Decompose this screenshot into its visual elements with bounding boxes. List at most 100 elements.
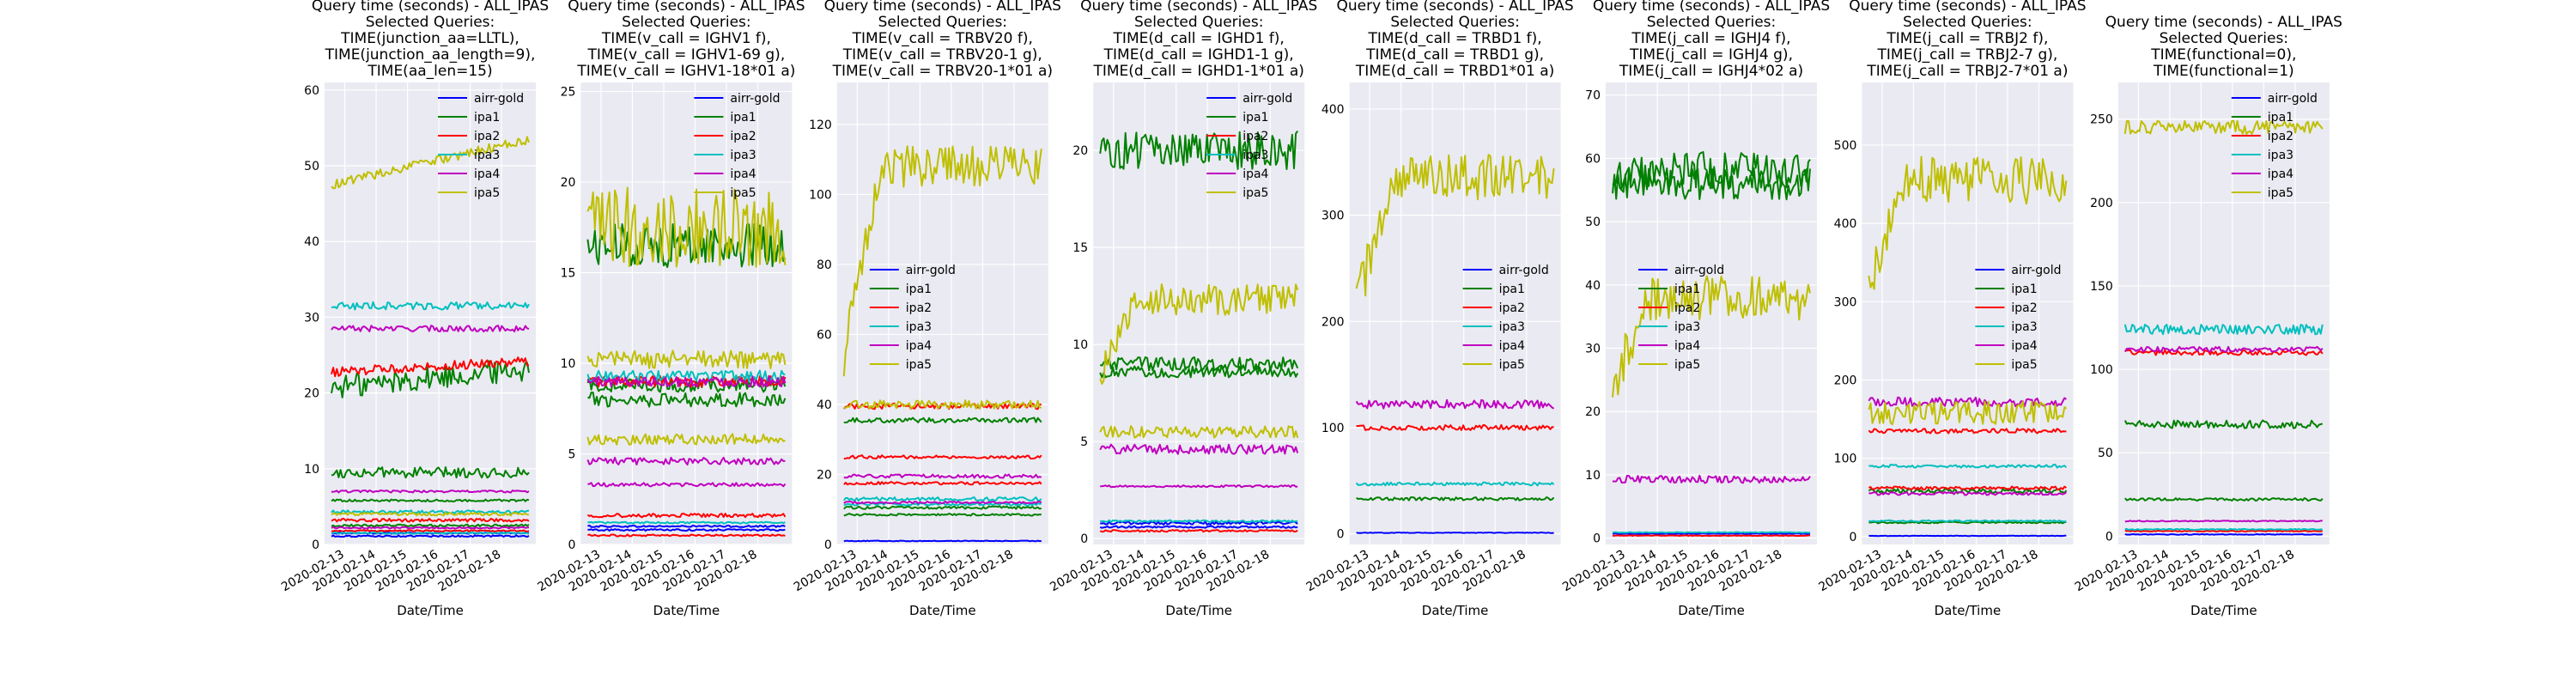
y-tick-label: 60: [304, 84, 319, 98]
legend-label-ipa1: ipa1: [1674, 283, 1700, 296]
series-line-ipa4-1: [331, 325, 530, 333]
legend-label-ipa4: ipa4: [730, 167, 756, 181]
series-line-airr-gold-2: [1099, 525, 1298, 529]
legend-label-ipa5: ipa5: [2011, 358, 2037, 372]
legend-label-airr-gold: airr-gold: [1499, 264, 1549, 277]
chart-title-line: Query time (seconds) - ALL_IPAS: [1593, 0, 1830, 15]
x-axis-label: Date/Time: [909, 603, 976, 618]
chart-panel-5: 01002003004002020-02-132020-02-142020-02…: [1304, 0, 1574, 618]
series-line-ipa4-1: [1612, 474, 1811, 484]
chart-title-line: TIME(d_call = TRBD1*01 a): [1355, 63, 1554, 80]
y-tick-label: 25: [561, 86, 576, 100]
chart-title-line: TIME(junction_aa=LLTL),: [340, 30, 519, 47]
series-line-ipa2-3: [843, 481, 1042, 486]
series-line-ipa2-2: [1868, 485, 2067, 491]
series-line-ipa5-1: [1868, 155, 2068, 290]
chart-title-line: Query time (seconds) - ALL_IPAS: [1849, 0, 2086, 15]
series-line-ipa4-2: [586, 456, 786, 466]
y-tick-label: 0: [2105, 530, 2113, 544]
y-tick-label: 20: [561, 176, 576, 190]
y-tick-label: 80: [817, 258, 832, 272]
series-line-airr-gold-1: [1100, 520, 1298, 526]
series-line-ipa2-2: [331, 518, 530, 523]
x-axis-label: Date/Time: [653, 603, 720, 618]
series-line-ipa5-2: [843, 399, 1042, 410]
series-line-ipa4-2: [1100, 484, 1298, 489]
legend-label-airr-gold: airr-gold: [2268, 92, 2318, 106]
series-line-ipa1-1: [331, 360, 530, 398]
series-line-ipa3-2: [331, 509, 530, 514]
series-line-airr-gold-2: [331, 534, 530, 538]
chart-title-line: TIME(j_call = TRBJ2 f),: [1886, 30, 2048, 47]
series-line-ipa4-2: [331, 489, 530, 494]
chart-title-line: TIME(j_call = IGHJ4 g),: [1629, 46, 1793, 64]
y-tick-label: 10: [304, 463, 319, 477]
chart-title-line: TIME(aa_len=15): [367, 63, 492, 80]
chart-title-line: Selected Queries:: [1390, 14, 1519, 31]
series-line-ipa1-2: [1868, 520, 2067, 525]
series-line-ipa5-1: [1099, 283, 1299, 385]
x-axis-label: Date/Time: [1422, 603, 1489, 618]
series-line-ipa1-1: [1356, 496, 1555, 502]
series-line-ipa1-1: [1099, 131, 1299, 170]
legend-label-ipa2: ipa2: [1242, 130, 1268, 143]
y-tick-label: 200: [1834, 374, 1857, 388]
legend-label-ipa2: ipa2: [1499, 301, 1525, 315]
chart-title-line: TIME(d_call = TRBD1 f),: [1368, 30, 1542, 47]
chart-title-line: Selected Queries:: [366, 14, 495, 31]
chart-title-line: Query time (seconds) - ALL_IPAS: [2105, 14, 2342, 31]
legend-label-ipa3: ipa3: [1674, 320, 1700, 334]
y-tick-label: 300: [1834, 295, 1857, 309]
series-line-ipa2-3: [331, 529, 530, 532]
chart-title-line: Query time (seconds) - ALL_IPAS: [312, 0, 549, 15]
legend-label-ipa5: ipa5: [1674, 358, 1700, 372]
y-tick-label: 10: [1585, 469, 1601, 483]
chart-panel-8: 0501001502002502020-02-132020-02-142020-…: [2073, 14, 2342, 618]
series-line-ipa4-1: [1868, 396, 2067, 408]
x-axis-label: Date/Time: [1935, 603, 2002, 618]
x-axis-label: Date/Time: [1165, 603, 1232, 618]
legend-label-ipa4: ipa4: [906, 339, 932, 353]
legend-label-ipa3: ipa3: [1499, 320, 1525, 334]
series-line-ipa2-2: [843, 454, 1042, 460]
series-line-ipa4-1: [586, 374, 787, 388]
y-tick-label: 50: [2098, 447, 2113, 460]
chart-title-line: TIME(j_call = IGHJ4 f),: [1631, 30, 1790, 47]
y-tick-label: 40: [817, 398, 832, 412]
plot-area: [1862, 82, 2074, 544]
chart-title-line: TIME(v_call = TRBV20-1 g),: [842, 46, 1042, 64]
series-line-ipa1-2: [843, 505, 1042, 510]
y-tick-label: 0: [1849, 531, 1856, 544]
legend-label-ipa1: ipa1: [906, 283, 932, 296]
chart-title-line: TIME(d_call = IGHD1-1 g),: [1103, 46, 1294, 64]
legend-label-ipa5: ipa5: [1499, 358, 1525, 372]
series-line-ipa1-2: [1099, 356, 1299, 372]
chart-title-line: TIME(functional=0),: [2150, 46, 2296, 64]
chart-title-line: TIME(v_call = IGHV1-18*01 a): [576, 63, 795, 80]
legend-label-airr-gold: airr-gold: [1674, 264, 1724, 277]
y-tick-label: 5: [1080, 435, 1088, 449]
series-line-ipa5-1: [2123, 119, 2324, 136]
series-line-ipa5-2: [1868, 400, 2068, 426]
chart-title-line: Selected Queries:: [2160, 30, 2288, 47]
series-line-ipa3-1: [331, 301, 530, 311]
legend-label-ipa5: ipa5: [1242, 186, 1268, 200]
series-line-ipa2-3: [587, 533, 786, 538]
y-tick-label: 300: [1321, 210, 1345, 223]
chart-title-line: TIME(v_call = IGHV1 f),: [601, 30, 771, 47]
y-tick-label: 0: [312, 538, 319, 552]
chart-title-line: Selected Queries:: [622, 14, 750, 31]
chart-panel-3: 0204060801001202020-02-132020-02-142020-…: [792, 0, 1061, 618]
series-line-ipa3-1: [1868, 464, 2068, 469]
series-line-ipa5-1: [842, 145, 1042, 377]
x-axis-label: Date/Time: [2190, 603, 2257, 618]
series-line-ipa3-1: [1355, 481, 1555, 487]
series-line-ipa4-1: [843, 473, 1042, 479]
series-line-ipa4-2: [843, 500, 1042, 505]
series-line-ipa5-2: [331, 512, 530, 517]
series-line-ipa1-1: [1868, 488, 2068, 495]
series-line-ipa2-1: [1099, 529, 1298, 533]
legend-label-airr-gold: airr-gold: [906, 264, 956, 277]
chart-title-line: Selected Queries:: [1903, 14, 2032, 31]
y-tick-label: 30: [304, 311, 319, 325]
